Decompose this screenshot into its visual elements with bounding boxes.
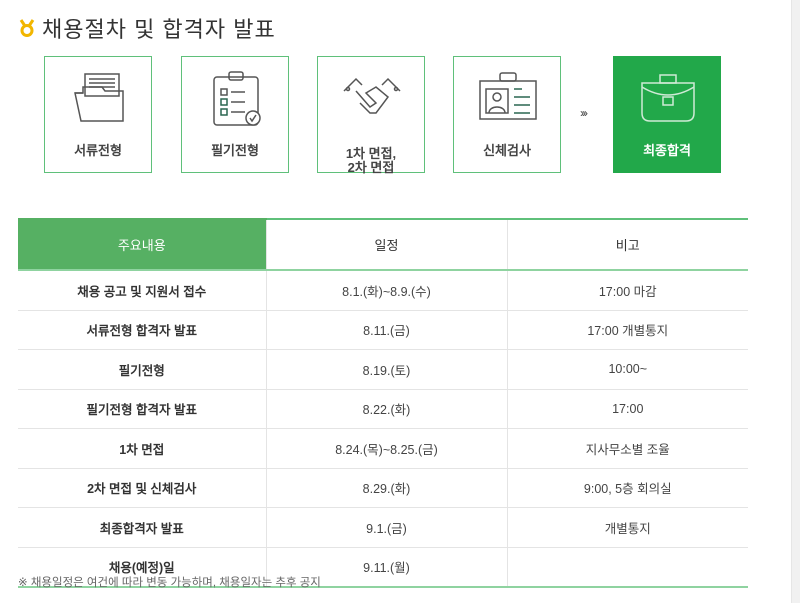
medal-icon (19, 19, 35, 37)
table-row: 채용 공고 및 지원서 접수 8.1.(화)~8.9.(수) 17:00 마감 (18, 270, 748, 311)
row-schedule: 8.11.(금) (265, 310, 507, 350)
briefcase-icon (641, 74, 695, 122)
step-label: 최종합격 (643, 143, 691, 158)
row-remark: 9:00, 5층 회의실 (506, 468, 748, 508)
row-remark: 17:00 개별통지 (506, 310, 748, 350)
table-row: 2차 면접 및 신체검사 8.29.(화) 9:00, 5층 회의실 (18, 468, 748, 508)
step-label: 필기전형 (211, 143, 259, 158)
row-item: 서류전형 합격자 발표 (18, 310, 266, 350)
clipboard-checklist-icon (213, 71, 261, 126)
row-item: 필기전형 합격자 발표 (18, 389, 266, 429)
scrollbar[interactable] (791, 0, 800, 603)
table-row: 1차 면접 8.24.(목)~8.25.(금) 지사무소별 조율 (18, 428, 748, 469)
row-schedule: 8.19.(토) (265, 349, 507, 390)
row-schedule: 8.1.(화)~8.9.(수) (265, 270, 507, 311)
row-item: 채용(예정)일 (18, 547, 266, 588)
column-header: 비고 (506, 218, 748, 271)
folder-document-icon (74, 73, 124, 122)
row-item: 2차 면접 및 신체검사 (18, 468, 266, 508)
column-header: 일정 (265, 218, 507, 271)
footnote: ※ 채용일정은 여건에 따라 변동 가능하며, 채용일자는 추후 공지 (18, 577, 321, 589)
row-remark: 17:00 (506, 389, 748, 429)
row-remark: 지사무소별 조율 (506, 428, 748, 469)
schedule-table: 주요내용 일정 비고 채용 공고 및 지원서 접수 8.1.(화)~8.9.(수)… (18, 218, 748, 588)
step-label: 1차 면접, 2차 면접 (345, 146, 397, 175)
row-remark: 개별통지 (506, 507, 748, 548)
table-row: 필기전형 합격자 발표 8.22.(화) 17:00 (18, 389, 748, 429)
row-schedule: 8.24.(목)~8.25.(금) (265, 428, 507, 469)
row-schedule: 9.11.(월) (265, 547, 507, 588)
step-written-test: 필기전형 (181, 56, 289, 173)
step-document-screening: 서류전형 (44, 56, 152, 173)
row-item: 채용 공고 및 지원서 접수 (18, 270, 266, 311)
step-final-pass: 최종합격 (613, 56, 721, 173)
step-label: 서류전형 (74, 143, 122, 158)
step-medical-exam: 신체검사 (453, 56, 561, 173)
page-header: 채용절차 및 합격자 발표 (18, 12, 276, 44)
row-schedule: 9.1.(금) (265, 507, 507, 548)
arrow-next-icon: ››› (580, 106, 588, 120)
id-card-icon (479, 72, 537, 120)
step-interviews: 1차 면접, 2차 면접 (317, 56, 425, 175)
table-row: 최종합격자 발표 9.1.(금) 개별통지 (18, 507, 748, 548)
column-header: 주요내용 (18, 218, 266, 271)
row-remark (506, 547, 748, 588)
row-schedule: 8.22.(화) (265, 389, 507, 429)
page-title: 채용절차 및 합격자 발표 (42, 17, 276, 42)
row-item: 최종합격자 발표 (18, 507, 266, 548)
row-remark: 10:00~ (506, 349, 748, 390)
row-item: 1차 면접 (18, 428, 266, 469)
row-item: 필기전형 (18, 349, 266, 390)
handshake-icon (343, 77, 401, 114)
table-row: 서류전형 합격자 발표 8.11.(금) 17:00 개별통지 (18, 310, 748, 350)
row-schedule: 8.29.(화) (265, 468, 507, 508)
step-label: 신체검사 (483, 143, 531, 158)
row-remark: 17:00 마감 (506, 270, 748, 311)
table-row: 필기전형 8.19.(토) 10:00~ (18, 349, 748, 390)
table-row: 채용(예정)일 9.11.(월) (18, 547, 748, 588)
